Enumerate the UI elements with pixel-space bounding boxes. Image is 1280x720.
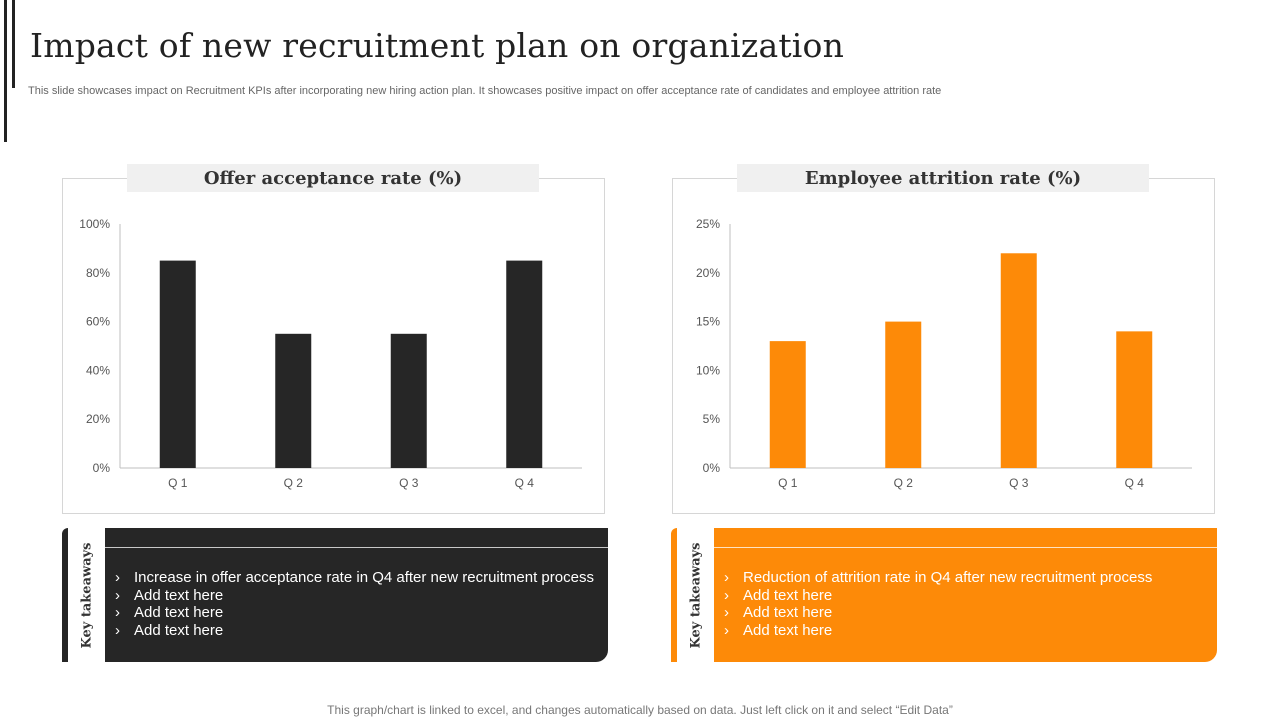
- y-tick-label: 0%: [703, 461, 721, 475]
- takeaway-label: Key takeaways: [688, 542, 704, 648]
- y-tick-label: 40%: [86, 363, 110, 377]
- takeaway-item-text: Reduction of attrition rate in Q4 after …: [743, 569, 1153, 586]
- x-tick-label: Q 4: [1125, 476, 1145, 490]
- takeaway-stripe: [62, 528, 68, 662]
- takeaway-label-wrap: Key takeaways: [677, 528, 714, 662]
- chevron-right-icon: ›: [724, 586, 729, 604]
- y-tick-label: 10%: [696, 363, 720, 377]
- takeaway-item: › Add text here: [115, 622, 594, 640]
- takeaway-body: › Reduction of attrition rate in Q4 after…: [714, 528, 1217, 662]
- y-tick-label: 60%: [86, 315, 110, 329]
- takeaway-item: › Reduction of attrition rate in Q4 after…: [724, 569, 1152, 587]
- takeaway-label: Key takeaways: [79, 542, 95, 648]
- x-tick-label: Q 1: [778, 476, 798, 490]
- takeaway-item: › Add text here: [115, 604, 594, 622]
- takeaway-body: › Increase in offer acceptance rate in Q4…: [105, 528, 608, 662]
- offer-takeaways-box: Key takeaways › Increase in offer accepta…: [62, 528, 608, 662]
- x-tick-label: Q 3: [399, 476, 419, 490]
- takeaway-item: › Add text here: [115, 587, 594, 605]
- bar-4[interactable]: [506, 260, 543, 468]
- takeaway-divider: [714, 547, 1217, 548]
- takeaway-item: › Increase in offer acceptance rate in Q4…: [115, 569, 594, 587]
- takeaway-side: [68, 528, 105, 662]
- y-tick-label: 25%: [696, 217, 720, 231]
- takeaway-item: › Add text here: [724, 587, 1152, 605]
- attrition-bar-chart[interactable]: 0% 5% 10% 15% 20% 25% Q 1 Q 2 Q 3 Q 4: [672, 178, 1215, 514]
- chevron-right-icon: ›: [115, 621, 120, 639]
- takeaway-item-text: Add text here: [743, 621, 833, 639]
- accent-bar-long: [4, 0, 7, 142]
- chevron-right-icon: ›: [115, 604, 120, 621]
- takeaway-list: › Increase in offer acceptance rate in Q4…: [115, 569, 594, 639]
- bar-2[interactable]: [275, 333, 312, 468]
- attrition-chart-title: Employee attrition rate (%): [737, 164, 1149, 192]
- y-tick-label: 80%: [86, 266, 110, 280]
- takeaway-item-text: Increase in offer acceptance rate in Q4 …: [134, 569, 594, 586]
- x-tick-label: Q 3: [1009, 476, 1029, 490]
- takeaway-item-text: Add text here: [743, 586, 833, 604]
- page-title: Impact of new recruitment plan on organi…: [30, 26, 845, 65]
- y-tick-label: 15%: [696, 315, 720, 329]
- bar-4[interactable]: [1116, 331, 1153, 468]
- footnote: This graph/chart is linked to excel, and…: [327, 703, 953, 717]
- takeaway-divider: [105, 547, 608, 548]
- x-tick-label: Q 1: [168, 476, 188, 490]
- takeaway-item: › Add text here: [724, 604, 1152, 622]
- bar-1[interactable]: [769, 341, 806, 468]
- y-tick-label: 100%: [79, 217, 110, 231]
- attrition-takeaways-box: Key takeaways › Reduction of attrition ra…: [671, 528, 1217, 662]
- takeaway-item-text: Add text here: [134, 604, 224, 621]
- y-tick-label: 20%: [86, 412, 110, 426]
- chevron-right-icon: ›: [115, 569, 120, 586]
- bar-3[interactable]: [390, 333, 427, 468]
- chevron-right-icon: ›: [724, 621, 729, 639]
- page-subtitle: This slide showcases impact on Recruitme…: [28, 85, 942, 97]
- offer-acceptance-bar-chart[interactable]: 0% 20% 40% 60% 80% 100% Q 1 Q 2 Q 3 Q 4: [62, 178, 605, 514]
- chevron-right-icon: ›: [115, 586, 120, 604]
- y-tick-label: 20%: [696, 266, 720, 280]
- bar-2[interactable]: [885, 321, 922, 468]
- takeaway-side: [677, 528, 714, 662]
- accent-bar-short: [12, 0, 15, 88]
- bar-1[interactable]: [159, 260, 196, 468]
- y-tick-label: 0%: [93, 461, 111, 475]
- offer-acceptance-chart-title: Offer acceptance rate (%): [127, 164, 539, 192]
- takeaway-item-text: Add text here: [743, 604, 833, 621]
- x-tick-label: Q 2: [284, 476, 304, 490]
- takeaway-label-wrap: Key takeaways: [68, 528, 105, 662]
- bar-3[interactable]: [1000, 253, 1037, 468]
- takeaway-item-text: Add text here: [134, 586, 224, 604]
- takeaway-stripe: [671, 528, 677, 662]
- takeaway-list: › Reduction of attrition rate in Q4 after…: [724, 569, 1152, 639]
- chevron-right-icon: ›: [724, 569, 729, 586]
- chevron-right-icon: ›: [724, 604, 729, 621]
- x-tick-label: Q 2: [894, 476, 914, 490]
- x-tick-label: Q 4: [515, 476, 535, 490]
- y-tick-label: 5%: [703, 412, 721, 426]
- takeaway-item-text: Add text here: [134, 621, 224, 639]
- takeaway-item: › Add text here: [724, 622, 1152, 640]
